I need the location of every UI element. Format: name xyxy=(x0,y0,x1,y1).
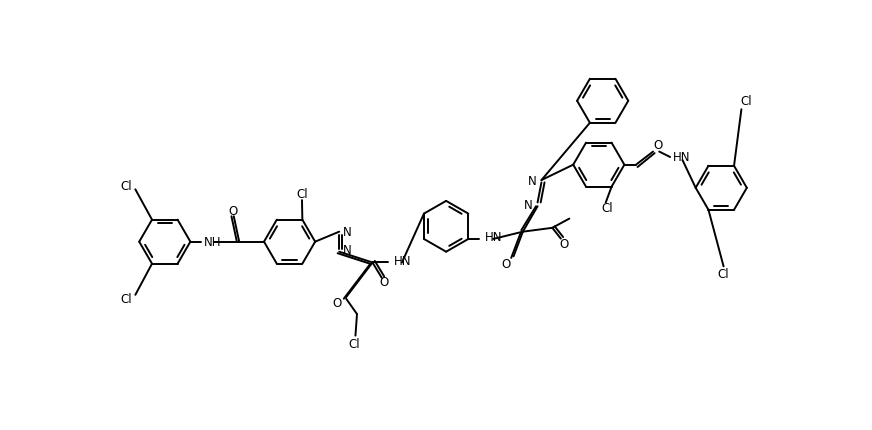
Text: NH: NH xyxy=(204,236,221,249)
Text: N: N xyxy=(524,199,533,212)
Text: Cl: Cl xyxy=(120,292,132,305)
Text: N: N xyxy=(528,174,537,187)
Text: Cl: Cl xyxy=(348,337,360,350)
Text: Cl: Cl xyxy=(718,267,729,280)
Text: N: N xyxy=(343,243,351,256)
Text: O: O xyxy=(379,276,389,289)
Text: HN: HN xyxy=(673,151,691,164)
Text: HN: HN xyxy=(485,230,502,244)
Text: O: O xyxy=(559,238,569,251)
Text: O: O xyxy=(332,296,342,309)
Text: Cl: Cl xyxy=(602,201,613,214)
Text: O: O xyxy=(228,204,238,217)
Text: Cl: Cl xyxy=(120,180,132,193)
Text: N: N xyxy=(343,226,351,239)
Text: Cl: Cl xyxy=(296,188,308,201)
Text: O: O xyxy=(653,139,663,152)
Text: O: O xyxy=(501,257,510,270)
Text: HN: HN xyxy=(393,254,411,267)
Text: Cl: Cl xyxy=(740,95,752,108)
